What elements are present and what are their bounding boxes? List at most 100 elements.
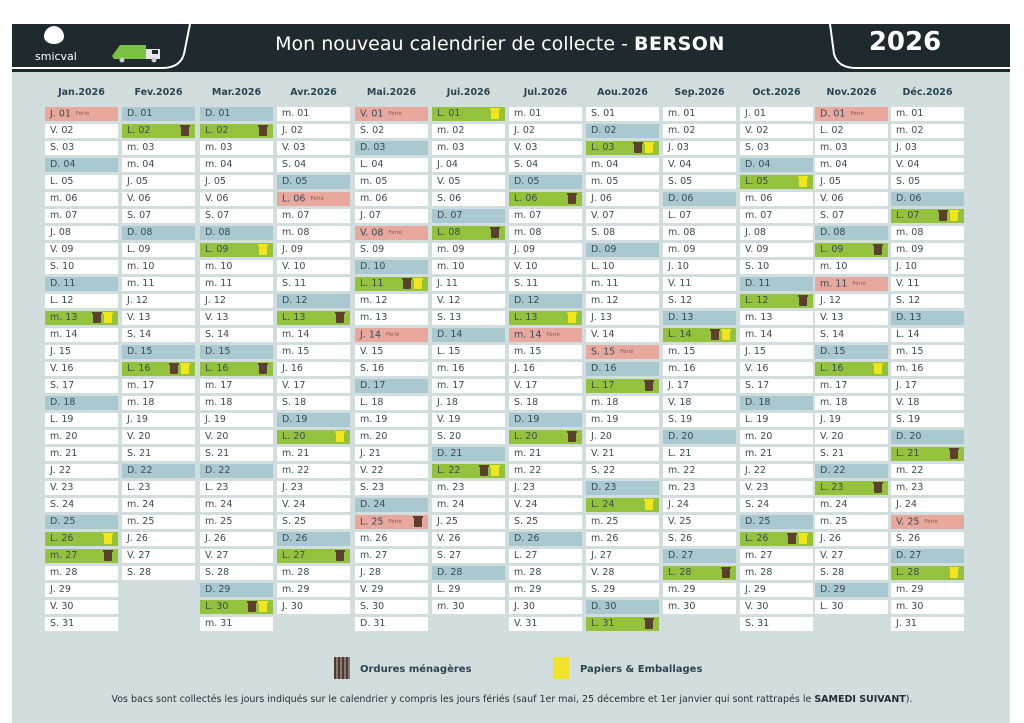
day-cell: m. 01 [663,107,736,121]
day-cell: L. 13 [509,311,582,325]
day-label: S. 26 [896,533,921,544]
day-label: S. 28 [205,567,230,578]
day-cell: D. 29 [200,583,273,597]
yellow-bin-icon [335,431,345,442]
month-header: Oct.2026 [752,87,801,98]
day-label: m. 03 [205,142,233,153]
day-label: m. 15 [668,346,696,357]
day-label: m. 06 [360,193,388,204]
legend-ordures: Ordures ménagères [360,664,472,675]
day-label: m. 05 [360,176,388,187]
day-cell: m. 13 [45,311,118,325]
brown-bin-icon [721,567,731,578]
day-cell: m. 18 [200,396,273,410]
day-label: S. 07 [205,210,230,221]
day-label: V. 17 [282,380,306,391]
yellow-bin-icon [644,499,654,510]
day-label: D. 01 [820,108,846,120]
day-cell: S. 19 [663,413,736,427]
ferie-label: Férié [388,111,402,117]
day-cell: J. 02 [277,124,350,138]
day-label: m. 18 [205,397,233,408]
day-cell: m. 12 [355,294,428,308]
day-label: V. 07 [591,210,615,221]
day-cell: D. 11 [740,277,813,291]
day-label: L. 07 [896,210,920,221]
day-cell: L. 12 [740,294,813,308]
day-label: J. 22 [745,465,766,476]
day-label: J. 29 [745,584,766,595]
day-label: J. 06 [591,193,612,204]
day-cell: m. 21 [509,447,582,461]
day-cell: m. 05 [355,175,428,189]
day-label: m. 13 [745,312,773,323]
day-cell: D. 13 [891,311,964,325]
day-label: m. 13 [50,312,78,323]
day-cell: V. 11 [891,277,964,291]
day-cell: m. 07 [509,209,582,223]
day-cell: V. 18 [663,396,736,410]
day-cell: V. 06 [122,192,195,206]
day-cell: m. 27 [45,549,118,563]
day-label: V. 22 [360,465,384,476]
day-cell: L. 16 [122,362,195,376]
day-cell: L. 07 [891,209,964,223]
day-cell: V. 11 [663,277,736,291]
day-cell: S. 16 [355,362,428,376]
day-cell: m. 18 [122,396,195,410]
day-cell: D. 12 [509,294,582,308]
day-cell: L. 20 [277,430,350,444]
day-cell: L. 15 [432,345,505,359]
day-cell: L. 31 [586,617,659,631]
month-header: Jan.2026 [58,87,105,98]
day-cell: m. 23 [663,481,736,495]
day-cell: S. 29 [586,583,659,597]
day-cell: m. 15 [277,345,350,359]
footer-note: Vos bacs sont collectés les jours indiqu… [0,694,1024,705]
day-label: D. 01 [205,108,231,119]
day-cell: D. 24 [355,498,428,512]
day-label: m. 08 [514,227,542,238]
day-cell: J. 05 [200,175,273,189]
day-label: L. 06 [282,193,306,205]
day-label: J. 23 [514,482,535,493]
day-cell: D. 18 [740,396,813,410]
day-label: D. 19 [282,414,308,425]
day-cell: S. 28 [122,566,195,580]
day-cell: m. 27 [355,549,428,563]
day-cell: m. 25 [815,515,888,529]
day-cell: m. 13 [740,311,813,325]
brown-bin-icon [335,312,345,323]
day-label: L. 14 [668,329,692,340]
day-cell: J. 29 [45,583,118,597]
day-label: L. 02 [127,125,151,136]
day-label: D. 09 [591,244,617,255]
day-label: J. 01 [50,108,71,120]
day-cell: D. 16 [586,362,659,376]
day-cell: m. 16 [432,362,505,376]
day-label: S. 31 [745,618,770,629]
trash-bin-yellow-icon [553,657,569,679]
day-cell: L. 18 [355,396,428,410]
day-label: S. 10 [745,261,770,272]
day-label: D. 26 [282,533,308,544]
day-label: m. 12 [360,295,388,306]
day-cell: D. 21 [432,447,505,461]
day-cell: S. 31 [740,617,813,631]
day-cell: J. 19 [200,413,273,427]
day-label: S. 06 [437,193,462,204]
day-cell: J. 12 [815,294,888,308]
day-label: m. 21 [50,448,78,459]
day-label: m. 18 [820,397,848,408]
brown-bin-icon [103,550,113,561]
day-label: V. 19 [437,414,461,425]
day-cell: V. 20 [122,430,195,444]
day-label: m. 25 [127,516,155,527]
day-cell: D. 10 [355,260,428,274]
day-cell: D. 26 [277,532,350,546]
day-cell: J. 26 [122,532,195,546]
day-cell: D. 03 [355,141,428,155]
day-label: J. 19 [205,414,226,425]
day-label: D. 15 [820,346,846,357]
day-cell: m. 07 [45,209,118,223]
